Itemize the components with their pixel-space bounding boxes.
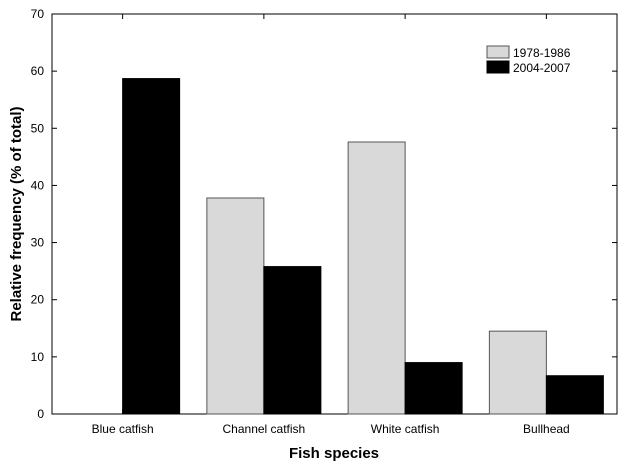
- legend-label: 1978-1986: [513, 46, 571, 60]
- legend-swatch: [486, 45, 510, 59]
- y-tick-label: 70: [31, 7, 45, 21]
- x-tick-label: White catfish: [371, 422, 440, 436]
- bar: [488, 330, 547, 415]
- legend-label: 2004-2007: [513, 61, 571, 75]
- y-tick-label: 40: [31, 178, 45, 192]
- bar: [263, 266, 322, 415]
- legend-swatch: [486, 60, 510, 74]
- y-tick-label: 10: [31, 350, 45, 364]
- y-axis-title: Relative frequency (% of total): [8, 106, 25, 321]
- bars: [122, 78, 604, 415]
- y-tick-label: 60: [31, 64, 45, 78]
- y-tick-label: 0: [37, 407, 44, 421]
- bar: [347, 141, 406, 415]
- y-tick-label: 30: [31, 236, 45, 250]
- y-axis-ticks: 0 10 20 30 40 50 60 70: [31, 7, 617, 421]
- y-tick-label: 50: [31, 121, 45, 135]
- bar: [206, 197, 265, 415]
- bar: [404, 362, 463, 415]
- plot-frame: [51, 13, 618, 415]
- x-axis-ticks: Blue catfish Channel catfish White catfish…: [92, 14, 570, 436]
- x-tick-label: Blue catfish: [92, 422, 154, 436]
- y-tick-label: 20: [31, 293, 45, 307]
- x-axis-title: Fish species: [289, 445, 379, 462]
- x-tick-label: Bullhead: [523, 422, 570, 436]
- x-tick-label: Channel catfish: [223, 422, 306, 436]
- bar: [545, 375, 604, 415]
- bar: [122, 78, 181, 415]
